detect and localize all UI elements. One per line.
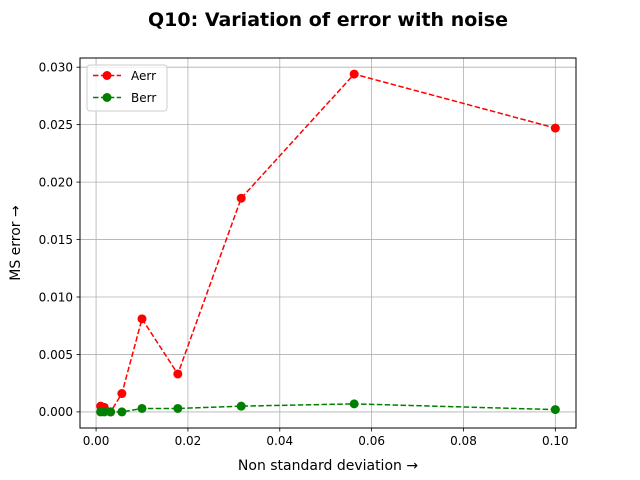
y-tick-label: 0.015	[39, 233, 73, 247]
data-point-berr	[117, 407, 127, 417]
legend-label-berr: Berr	[131, 91, 156, 105]
x-axis-label: Non standard deviation →	[238, 458, 418, 474]
x-tick-label: 0.04	[266, 434, 293, 448]
y-tick-label: 0.010	[39, 290, 73, 304]
x-tick-label: 0.06	[358, 434, 385, 448]
data-point-aerr	[173, 369, 183, 379]
data-point-berr	[99, 407, 109, 417]
y-tick-label: 0.005	[39, 348, 73, 362]
legend-marker-berr	[102, 93, 112, 102]
data-point-aerr	[550, 123, 560, 133]
data-point-berr	[550, 405, 560, 415]
series-line-aerr	[100, 73, 556, 413]
x-tick-label: 0.00	[83, 434, 110, 448]
y-axis-label: MS error →	[8, 205, 24, 281]
data-point-berr	[137, 403, 147, 413]
series-berr	[96, 399, 560, 417]
data-point-berr	[106, 407, 116, 417]
data-point-berr	[349, 399, 359, 409]
chart-title: Q10: Variation of error with noise	[148, 9, 508, 31]
x-tick-label: 0.08	[450, 434, 477, 448]
legend-marker-aerr	[102, 71, 112, 80]
y-tick-label: 0.020	[39, 175, 73, 189]
y-tick-label: 0.000	[39, 405, 73, 419]
data-point-berr	[173, 403, 183, 413]
x-tick-label: 0.02	[175, 434, 202, 448]
data-point-aerr	[236, 193, 246, 203]
y-tick-label: 0.025	[39, 118, 73, 132]
data-point-aerr	[349, 69, 359, 79]
x-tick-label: 0.10	[542, 434, 569, 448]
legend-label-aerr: Aerr	[131, 69, 156, 83]
x-axis-ticks: 0.00 0.02 0.04 0.06 0.08 0.10	[83, 428, 569, 448]
series-layer	[96, 69, 560, 417]
y-axis-ticks: 0.000 0.005 0.010 0.015 0.020 0.025 0.030	[39, 60, 80, 419]
grid-layer	[80, 58, 576, 428]
data-point-aerr	[137, 314, 147, 324]
y-tick-label: 0.030	[39, 60, 73, 74]
legend: Aerr Berr	[86, 64, 168, 112]
plot-frame	[79, 57, 577, 429]
data-point-berr	[236, 401, 246, 411]
data-point-aerr	[117, 389, 127, 399]
